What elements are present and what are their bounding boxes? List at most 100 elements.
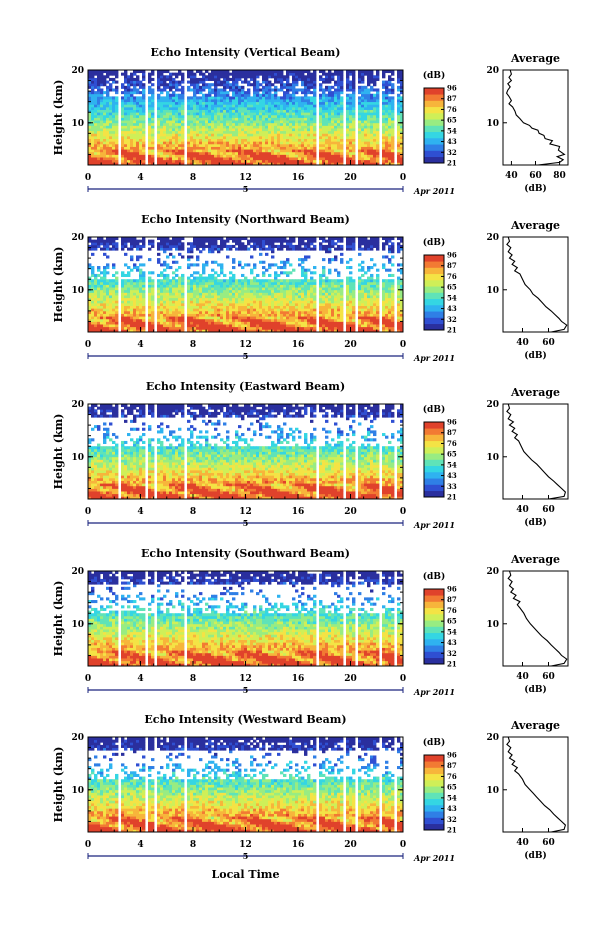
heatmap-cell bbox=[232, 289, 236, 293]
heatmap-cell bbox=[193, 85, 197, 89]
heatmap-cell bbox=[142, 130, 146, 134]
heatmap-cell bbox=[109, 122, 113, 126]
heatmap-cell bbox=[217, 297, 221, 301]
heatmap-cell bbox=[304, 157, 308, 161]
heatmap-cell bbox=[283, 128, 287, 132]
heatmap-cell bbox=[88, 117, 92, 121]
heatmap-cell bbox=[172, 157, 176, 161]
heatmap-cell bbox=[241, 244, 245, 248]
heatmap-cell bbox=[271, 300, 275, 304]
heatmap-cell bbox=[283, 85, 287, 89]
heatmap-cell bbox=[220, 101, 224, 105]
heatmap-cell bbox=[115, 75, 119, 79]
heatmap-cell bbox=[313, 151, 317, 155]
heatmap-cell bbox=[304, 93, 308, 97]
heatmap-cell bbox=[220, 91, 224, 95]
heatmap-cell bbox=[160, 321, 164, 325]
heatmap-cell bbox=[157, 141, 161, 145]
heatmap-cell bbox=[319, 128, 323, 132]
heatmap-cell bbox=[328, 75, 332, 79]
heatmap-cell bbox=[256, 295, 260, 299]
heatmap-cell bbox=[253, 279, 257, 283]
heatmap-cell bbox=[382, 135, 386, 140]
heatmap-cell bbox=[136, 289, 140, 293]
heatmap-cell bbox=[172, 292, 176, 296]
heatmap-cell bbox=[205, 239, 209, 243]
heatmap-cell bbox=[103, 310, 107, 314]
heatmap-cell bbox=[358, 77, 362, 81]
heatmap-cell bbox=[391, 104, 395, 108]
heatmap-cell bbox=[133, 83, 137, 87]
heatmap-cell bbox=[235, 284, 239, 288]
heatmap-cell bbox=[349, 151, 353, 155]
heatmap-cell bbox=[166, 302, 170, 307]
heatmap-cell bbox=[115, 149, 119, 153]
heatmap-cell bbox=[157, 157, 161, 161]
heatmap-cell bbox=[277, 114, 281, 118]
heatmap-cell bbox=[100, 146, 104, 150]
heatmap-cell bbox=[139, 321, 143, 325]
heatmap-cell bbox=[247, 117, 251, 121]
heatmap-cell bbox=[256, 321, 260, 325]
heatmap-cell bbox=[163, 326, 167, 330]
heatmap-cell bbox=[130, 302, 134, 307]
heatmap-cell bbox=[190, 318, 194, 322]
heatmap-cell bbox=[133, 104, 137, 108]
heatmap-cell bbox=[172, 289, 176, 293]
heatmap-cell bbox=[181, 300, 185, 304]
heatmap-cell bbox=[283, 130, 287, 134]
heatmap-cell bbox=[265, 305, 269, 309]
heatmap-cell bbox=[229, 297, 233, 301]
heatmap-cell bbox=[178, 120, 182, 124]
heatmap-cell bbox=[115, 122, 119, 126]
heatmap-cell bbox=[364, 133, 368, 137]
heatmap-cell bbox=[244, 93, 248, 97]
heatmap-cell bbox=[265, 125, 269, 129]
heatmap-cell bbox=[205, 104, 209, 108]
colorbar-tick-label: 96 bbox=[447, 84, 457, 93]
heatmap-cell bbox=[133, 302, 137, 307]
heatmap-cell bbox=[298, 96, 302, 100]
heatmap-cell bbox=[97, 284, 101, 288]
heatmap-cell bbox=[106, 141, 110, 145]
heatmap-cell bbox=[265, 96, 269, 100]
heatmap-cell bbox=[112, 112, 116, 116]
heatmap-cell bbox=[112, 77, 116, 81]
heatmap-cell bbox=[277, 77, 281, 81]
heatmap-cell bbox=[292, 72, 296, 76]
heatmap-cell bbox=[157, 295, 161, 299]
heatmap-cell bbox=[106, 112, 110, 116]
heatmap-cell bbox=[331, 117, 335, 121]
heatmap-cell bbox=[166, 146, 170, 150]
heatmap-cell bbox=[100, 122, 104, 126]
heatmap-cell bbox=[247, 305, 251, 309]
heatmap-cell bbox=[349, 154, 353, 158]
heatmap-cell bbox=[211, 268, 215, 272]
heatmap-cell bbox=[214, 146, 218, 150]
heatmap-cell bbox=[256, 128, 260, 132]
heatmap-cell bbox=[397, 70, 401, 74]
heatmap-cell bbox=[229, 120, 233, 124]
heatmap-cell bbox=[193, 292, 197, 296]
heatmap-cell bbox=[115, 141, 119, 145]
heatmap-cell bbox=[115, 242, 119, 246]
heatmap-cell bbox=[400, 143, 404, 147]
heatmap-cell bbox=[136, 162, 140, 166]
heatmap-cell bbox=[361, 122, 365, 126]
heatmap-cell bbox=[109, 318, 113, 322]
heatmap-cell bbox=[190, 135, 194, 140]
heatmap-cell bbox=[325, 88, 329, 92]
heatmap-cell bbox=[139, 292, 143, 296]
heatmap-cell bbox=[298, 162, 302, 166]
heatmap-cell bbox=[349, 128, 353, 132]
heatmap-cell bbox=[202, 93, 206, 97]
heatmap-cell bbox=[157, 287, 161, 291]
heatmap-cell bbox=[130, 244, 134, 248]
heatmap-cell bbox=[199, 130, 203, 134]
heatmap-cell bbox=[130, 237, 134, 241]
heatmap-cell bbox=[292, 141, 296, 145]
heatmap-cell bbox=[112, 247, 116, 251]
heatmap-cell bbox=[283, 106, 287, 110]
heatmap-cell bbox=[382, 151, 386, 155]
heatmap-cell bbox=[241, 326, 245, 330]
